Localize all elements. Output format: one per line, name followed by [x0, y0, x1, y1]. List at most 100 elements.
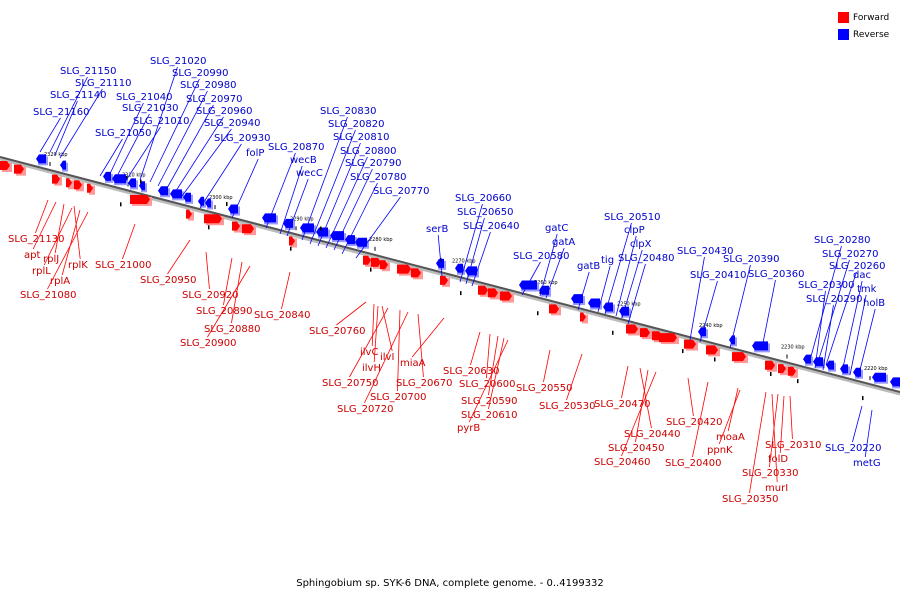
forward-gene — [232, 221, 240, 231]
reverse-gene-label: gatC — [545, 223, 568, 234]
marker-tick — [140, 179, 142, 184]
tick-label: 2300 kbp — [209, 195, 233, 201]
reverse-gene-leader — [333, 168, 373, 251]
forward-gene — [706, 345, 718, 355]
forward-gene-leader — [789, 395, 793, 440]
reverse-gene-leader — [49, 76, 88, 153]
reverse-gene-label: SLG_20220 — [825, 443, 881, 454]
forward-gene-label: SLG_20460 — [594, 457, 650, 468]
forward-gene-label: ilvC — [360, 347, 378, 358]
forward-gene-label: SLG_20590 — [461, 396, 517, 407]
reverse-gene — [345, 235, 355, 245]
reverse-gene-leader — [852, 405, 863, 443]
reverse-gene-leader — [181, 128, 232, 197]
reverse-gene-leader — [604, 222, 632, 315]
reverse-gene — [300, 223, 314, 233]
forward-gene-label: folD — [768, 454, 788, 465]
reverse-gene — [330, 231, 344, 241]
forward-gene-label: SLG_20900 — [180, 338, 236, 349]
reverse-gene-label: SLG_21150 — [60, 66, 116, 77]
reverse-gene-leader — [59, 88, 103, 159]
forward-gene-leader — [566, 353, 583, 401]
marker-tick — [226, 202, 228, 207]
forward-gene — [640, 328, 650, 338]
reverse-gene-label: SLG_20960 — [196, 106, 252, 117]
forward-gene-label: SLG_21130 — [8, 234, 64, 245]
reverse-gene-leader — [864, 409, 873, 458]
forward-gene-leader — [749, 391, 767, 494]
reverse-gene-leader — [825, 271, 857, 366]
reverse-gene — [205, 198, 211, 208]
reverse-gene-leader — [157, 90, 208, 187]
reverse-gene-label: SLG_20290 — [806, 294, 862, 305]
reverse-gene — [436, 258, 444, 268]
forward-gene-leader — [488, 335, 499, 396]
forward-gene — [488, 288, 498, 298]
forward-gene-label: SLG_20750 — [322, 378, 378, 389]
reverse-gene-leader — [265, 152, 296, 229]
reverse-gene-leader — [325, 156, 368, 249]
reverse-gene-label: SLG_20870 — [268, 142, 324, 153]
reverse-gene-label: SLG_21140 — [50, 90, 106, 101]
reverse-gene-leader — [817, 259, 850, 363]
forward-gene-label: SLG_21000 — [95, 260, 151, 271]
forward-gene-leader — [167, 239, 191, 275]
forward-gene-label: SLG_20700 — [370, 392, 426, 403]
reverse-gene-label: SLG_21110 — [75, 78, 131, 89]
reverse-gene-leader — [699, 280, 718, 343]
marker-tick — [460, 291, 462, 296]
reverse-swatch — [838, 29, 849, 40]
reverse-gene — [455, 263, 463, 273]
reverse-gene-leader — [597, 265, 611, 313]
reverse-gene-label: gatA — [552, 237, 575, 248]
forward-gene-leader — [336, 301, 367, 326]
forward-gene — [14, 164, 24, 174]
reverse-gene-leader — [54, 100, 78, 156]
tick-label: 2250 kbp — [617, 302, 641, 308]
reverse-gene-label: tmk — [857, 284, 877, 295]
reverse-gene-leader — [577, 271, 590, 311]
forward-gene-label: SLG_20610 — [461, 410, 517, 421]
forward-gene — [397, 264, 411, 274]
reverse-gene-leader — [627, 263, 646, 325]
tick-label: 2220 kbp — [864, 366, 888, 372]
reverse-gene — [316, 227, 328, 237]
reverse-gene-label: SLG_21040 — [116, 92, 172, 103]
forward-swatch — [838, 12, 849, 23]
forward-gene-label: SLG_20400 — [665, 458, 721, 469]
forward-gene — [500, 291, 512, 301]
reverse-gene-leader — [309, 129, 356, 245]
reverse-gene-label: holB — [863, 298, 885, 309]
reverse-gene-leader — [199, 143, 242, 209]
reverse-gene-leader — [761, 279, 776, 349]
reverse-gene — [60, 160, 66, 170]
legend-forward: Forward — [838, 9, 889, 26]
forward-gene — [87, 183, 93, 193]
forward-gene-leader — [692, 381, 709, 458]
forward-gene-label: SLG_20530 — [539, 401, 595, 412]
forward-gene-label: SLG_20420 — [666, 417, 722, 428]
forward-gene-label: SLG_20470 — [594, 399, 650, 410]
forward-gene-shadow — [68, 180, 74, 190]
reverse-gene — [826, 360, 834, 370]
reverse-gene-leader — [459, 203, 483, 283]
reverse-gene-leader — [465, 217, 485, 285]
reverse-gene-label: SLG_20810 — [333, 132, 389, 143]
reverse-gene-leader — [99, 138, 123, 177]
forward-gene-label: miaA — [400, 358, 426, 369]
tick-label: 2270 kbp — [452, 259, 476, 265]
reverse-gene-label: SLG_20390 — [723, 254, 779, 265]
reverse-gene-label: SLG_20660 — [455, 193, 511, 204]
forward-gene-label: SLG_20840 — [254, 310, 310, 321]
tick-label: 2290 kbp — [290, 216, 314, 222]
reverse-gene — [183, 192, 191, 202]
reverse-gene-label: wecC — [296, 168, 323, 179]
reverse-gene-label: SLG_20790 — [345, 158, 401, 169]
marker-tick — [320, 226, 322, 231]
marker-tick — [770, 372, 772, 377]
forward-gene-leader — [32, 201, 57, 250]
forward-gene-label: SLG_20720 — [337, 404, 393, 415]
reverse-gene-label: SLG_21010 — [133, 116, 189, 127]
reverse-gene-label: SLG_21020 — [150, 56, 206, 67]
reverse-gene-leader — [107, 102, 144, 179]
